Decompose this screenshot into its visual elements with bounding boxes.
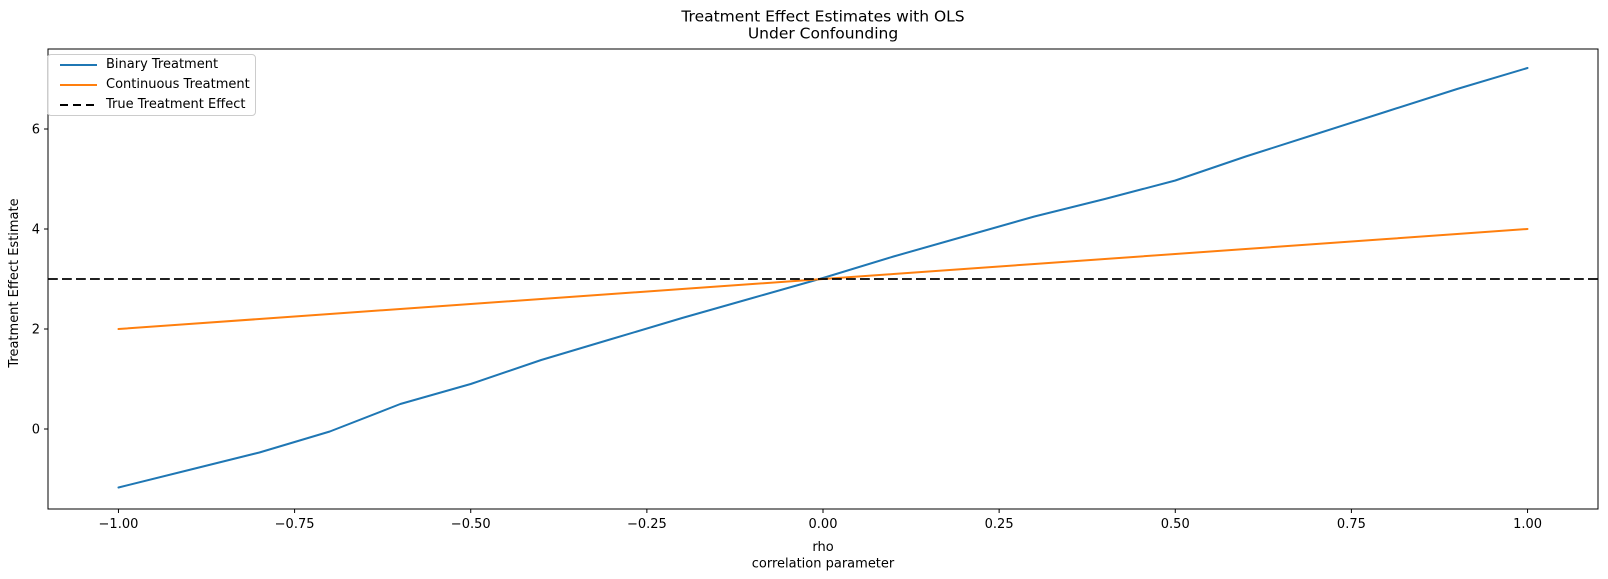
legend-item-continuous-treatment: Continuous Treatment	[60, 75, 255, 95]
x-tick-label: 0.25	[985, 517, 1014, 532]
legend-line-sample-icon	[60, 84, 97, 86]
y-tick-label: 4	[32, 223, 40, 238]
x-tick-label: −0.25	[627, 517, 667, 532]
legend: Binary Treatment Continuous Treatment Tr…	[47, 54, 256, 116]
series-layer	[48, 67, 1598, 489]
chart-title-line1: Treatment Effect Estimates with OLS	[680, 8, 964, 26]
y-tick-label: 6	[32, 123, 40, 138]
x-tick-label: −0.50	[451, 517, 491, 532]
y-axis-label: Treatment Effect Estimate	[7, 198, 22, 368]
y-tick-label: 2	[32, 323, 40, 338]
series-line-0	[117, 67, 1529, 489]
x-axis-label-line1: rho	[812, 540, 833, 555]
legend-label: Continuous Treatment	[106, 76, 250, 92]
legend-item-true-treatment-effect: True Treatment Effect	[60, 95, 255, 115]
legend-line-sample-icon	[60, 104, 97, 106]
x-tick-label: 0.00	[809, 517, 838, 532]
x-tick-label: 1.00	[1513, 517, 1542, 532]
legend-label: True Treatment Effect	[106, 96, 246, 112]
legend-line-sample-icon	[60, 64, 97, 66]
ticks-layer: −1.00 −0.75 −0.50 −0.25 0.00 0.25 0.50 0.75 1.00…	[32, 123, 1542, 533]
legend-item-binary-treatment: Binary Treatment	[60, 55, 255, 75]
x-axis-label-line2: correlation parameter	[752, 557, 895, 572]
x-tick-label: −0.75	[275, 517, 315, 532]
x-tick-label: −1.00	[99, 517, 139, 532]
chart-title-line2: Under Confounding	[748, 25, 898, 43]
x-tick-label: 0.75	[1337, 517, 1366, 532]
y-tick-label: 0	[32, 423, 40, 438]
x-tick-label: 0.50	[1161, 517, 1190, 532]
legend-label: Binary Treatment	[106, 56, 219, 72]
